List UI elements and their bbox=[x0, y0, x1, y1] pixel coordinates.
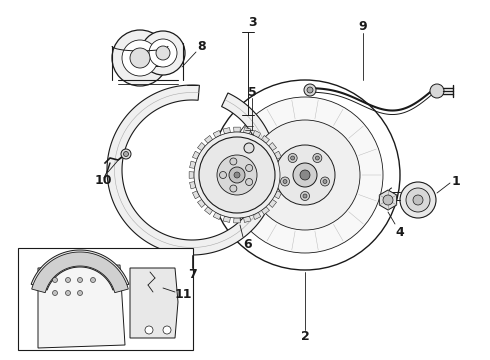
Polygon shape bbox=[204, 207, 213, 215]
Circle shape bbox=[230, 185, 237, 192]
Circle shape bbox=[52, 278, 57, 283]
Circle shape bbox=[91, 278, 96, 283]
Circle shape bbox=[307, 87, 313, 93]
Circle shape bbox=[245, 165, 253, 171]
Polygon shape bbox=[253, 212, 261, 220]
Circle shape bbox=[300, 192, 310, 201]
Circle shape bbox=[194, 132, 280, 218]
Circle shape bbox=[156, 46, 170, 60]
Circle shape bbox=[210, 80, 400, 270]
Polygon shape bbox=[278, 161, 284, 168]
Circle shape bbox=[293, 163, 317, 187]
Circle shape bbox=[323, 180, 327, 184]
Circle shape bbox=[283, 180, 287, 184]
Polygon shape bbox=[269, 199, 276, 207]
Polygon shape bbox=[204, 135, 213, 143]
Text: 1: 1 bbox=[452, 175, 461, 188]
Text: 10: 10 bbox=[94, 174, 112, 186]
Circle shape bbox=[234, 172, 240, 178]
Circle shape bbox=[320, 177, 329, 186]
Polygon shape bbox=[213, 212, 221, 220]
Polygon shape bbox=[213, 130, 221, 138]
Text: 7: 7 bbox=[188, 269, 196, 282]
Circle shape bbox=[77, 278, 82, 283]
Circle shape bbox=[303, 194, 307, 198]
Polygon shape bbox=[274, 191, 282, 199]
Polygon shape bbox=[280, 172, 285, 178]
Polygon shape bbox=[261, 135, 270, 143]
Circle shape bbox=[121, 149, 131, 159]
Circle shape bbox=[122, 40, 158, 76]
Circle shape bbox=[430, 84, 444, 98]
Polygon shape bbox=[379, 190, 397, 210]
Circle shape bbox=[112, 30, 168, 86]
Bar bbox=[140, 50, 165, 66]
Text: 2: 2 bbox=[301, 329, 309, 342]
Polygon shape bbox=[193, 191, 199, 199]
Circle shape bbox=[288, 153, 297, 162]
Text: 6: 6 bbox=[244, 238, 252, 251]
Polygon shape bbox=[130, 268, 178, 338]
Circle shape bbox=[291, 156, 294, 160]
Circle shape bbox=[123, 152, 128, 157]
Polygon shape bbox=[38, 265, 125, 348]
Text: 3: 3 bbox=[247, 15, 256, 28]
Polygon shape bbox=[189, 172, 194, 178]
Circle shape bbox=[275, 145, 335, 205]
Polygon shape bbox=[244, 127, 251, 134]
Text: 5: 5 bbox=[247, 86, 256, 99]
Polygon shape bbox=[234, 218, 241, 223]
Polygon shape bbox=[278, 182, 284, 189]
Circle shape bbox=[217, 155, 257, 195]
Circle shape bbox=[406, 188, 430, 212]
Circle shape bbox=[313, 153, 322, 162]
Circle shape bbox=[245, 179, 253, 185]
Circle shape bbox=[149, 39, 177, 67]
Polygon shape bbox=[253, 130, 261, 138]
Circle shape bbox=[145, 326, 153, 334]
Circle shape bbox=[66, 291, 71, 296]
Polygon shape bbox=[274, 151, 282, 159]
Polygon shape bbox=[269, 143, 276, 150]
Polygon shape bbox=[234, 127, 241, 132]
Text: 8: 8 bbox=[197, 40, 206, 53]
Polygon shape bbox=[190, 161, 196, 168]
Circle shape bbox=[383, 195, 393, 205]
Circle shape bbox=[130, 48, 150, 68]
Polygon shape bbox=[32, 252, 128, 293]
Polygon shape bbox=[107, 85, 277, 255]
Circle shape bbox=[199, 137, 275, 213]
Circle shape bbox=[227, 97, 383, 253]
Text: 9: 9 bbox=[359, 19, 368, 32]
Bar bbox=[18, 248, 193, 350]
Circle shape bbox=[141, 31, 185, 75]
Circle shape bbox=[400, 182, 436, 218]
Circle shape bbox=[163, 326, 171, 334]
Circle shape bbox=[250, 120, 360, 230]
Polygon shape bbox=[261, 207, 270, 215]
Polygon shape bbox=[31, 250, 129, 290]
Circle shape bbox=[52, 291, 57, 296]
Polygon shape bbox=[223, 127, 230, 134]
Text: 4: 4 bbox=[395, 225, 404, 239]
Text: 11: 11 bbox=[174, 288, 192, 301]
Polygon shape bbox=[223, 216, 230, 222]
Polygon shape bbox=[190, 182, 196, 189]
Circle shape bbox=[229, 167, 245, 183]
Circle shape bbox=[77, 291, 82, 296]
Circle shape bbox=[281, 177, 290, 186]
Circle shape bbox=[413, 195, 423, 205]
Polygon shape bbox=[193, 151, 199, 159]
Circle shape bbox=[244, 143, 254, 153]
Polygon shape bbox=[244, 216, 251, 222]
Circle shape bbox=[220, 171, 226, 179]
Polygon shape bbox=[197, 143, 205, 150]
Circle shape bbox=[66, 278, 71, 283]
Circle shape bbox=[300, 170, 310, 180]
Circle shape bbox=[230, 158, 237, 165]
Circle shape bbox=[304, 84, 316, 96]
Circle shape bbox=[316, 156, 319, 160]
Polygon shape bbox=[197, 199, 205, 207]
